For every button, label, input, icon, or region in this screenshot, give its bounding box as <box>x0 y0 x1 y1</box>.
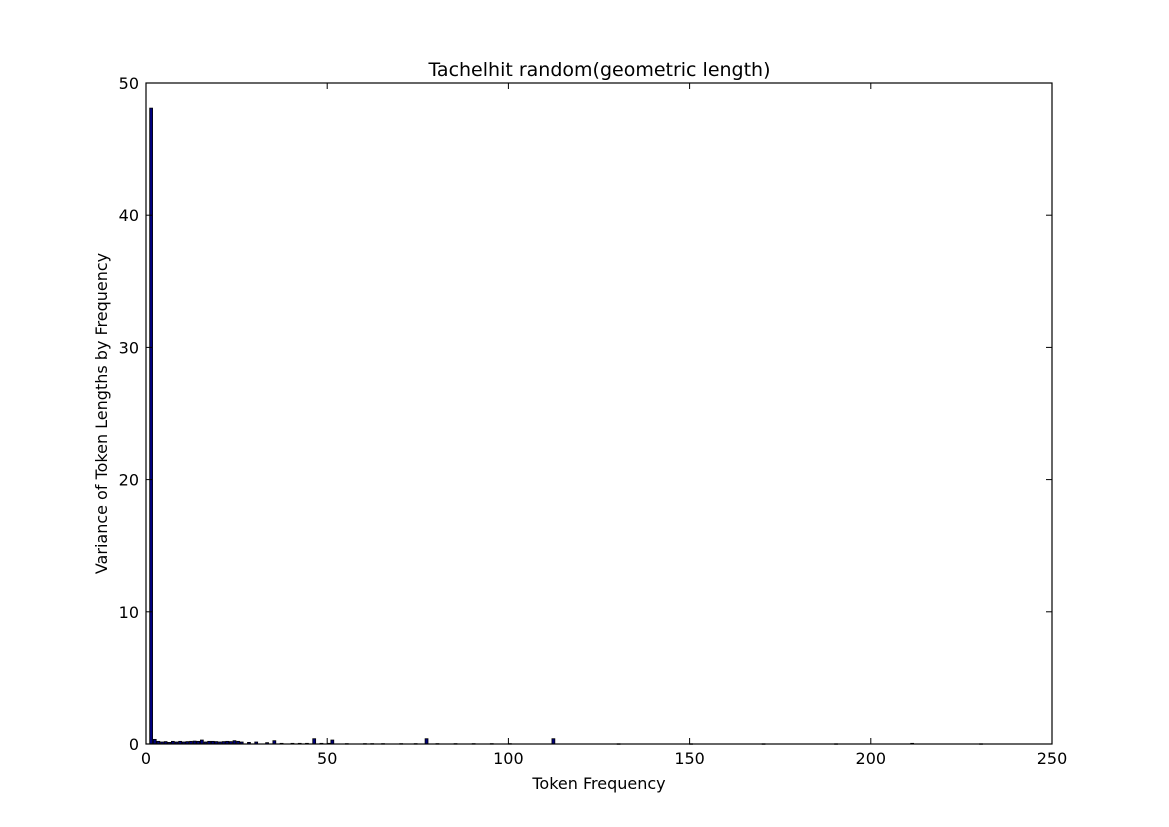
plot-frame <box>145 82 1053 745</box>
bar <box>312 738 317 745</box>
x-tick-label: 150 <box>674 749 705 768</box>
x-tick-label: 250 <box>1037 749 1068 768</box>
y-tick-label: 10 <box>119 603 139 622</box>
bar <box>424 738 429 745</box>
y-axis-label: Variance of Token Lengths by Frequency <box>92 253 111 574</box>
x-tick-label: 200 <box>856 749 887 768</box>
chart-title: Tachelhit random(geometric length) <box>427 59 770 81</box>
x-tick-label: 50 <box>317 749 337 768</box>
bar <box>149 107 153 745</box>
axis-tick-labels: 0 50 100 150 200 250 0 10 20 30 40 50 <box>119 74 1068 768</box>
y-tick-label: 30 <box>119 338 139 357</box>
bar <box>551 738 556 745</box>
y-tick-label: 50 <box>119 74 139 93</box>
axis-ticks <box>145 82 1053 745</box>
bar-series <box>149 107 983 745</box>
x-axis-label: Token Frequency <box>531 774 665 793</box>
y-tick-label: 0 <box>129 735 139 754</box>
y-tick-label: 40 <box>119 206 139 225</box>
x-tick-label: 0 <box>141 749 151 768</box>
x-tick-label: 100 <box>493 749 524 768</box>
y-tick-label: 20 <box>119 471 139 490</box>
bar <box>152 738 157 745</box>
